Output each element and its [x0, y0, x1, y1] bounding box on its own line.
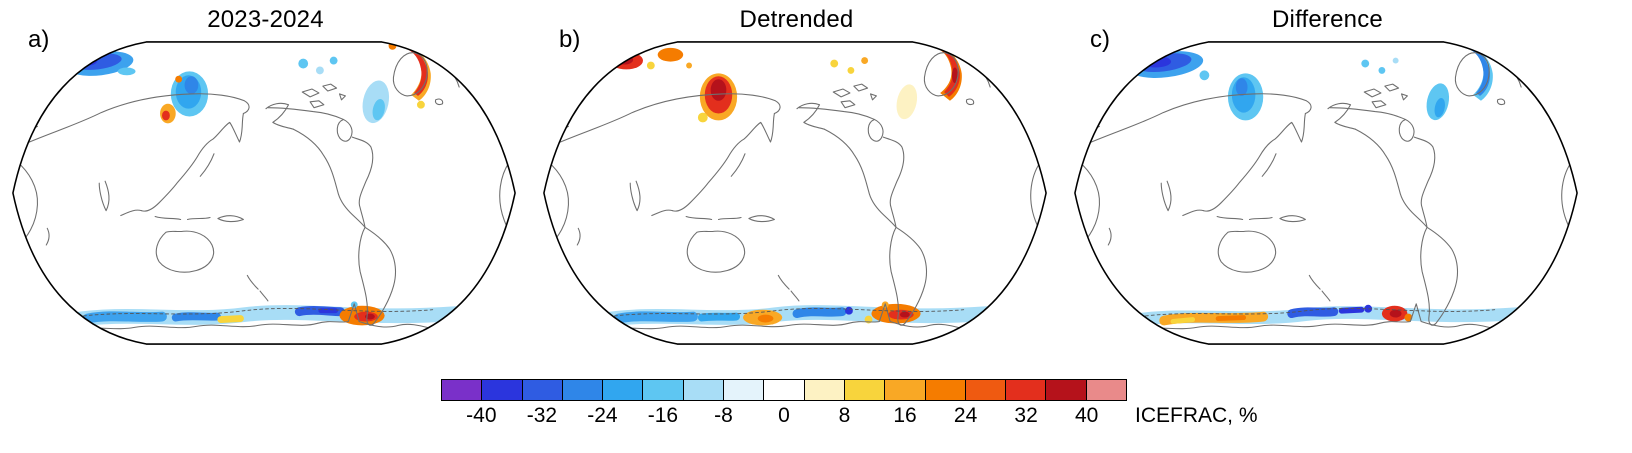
panel-letter: c) — [1090, 26, 1110, 53]
colorbar-segment — [1086, 380, 1127, 400]
colorbar-segment — [885, 380, 926, 400]
panel-letter: a) — [28, 26, 50, 53]
colorbar-tick: -24 — [587, 404, 618, 427]
colorbar-tick: -8 — [714, 404, 733, 427]
colorbar-segment — [844, 380, 886, 400]
colorbar-tick: -16 — [647, 404, 679, 427]
colorbar-segment — [603, 380, 644, 400]
colorbar-segment — [1046, 380, 1087, 400]
colorbar-segment — [1006, 380, 1047, 400]
panel-title: 2023-2024 — [207, 6, 324, 33]
colorbar-tick: -32 — [526, 404, 558, 427]
colorbar-segment — [764, 380, 805, 400]
colorbar-segment — [804, 380, 845, 400]
colorbar-segment — [442, 380, 483, 400]
colorbar-tick: 24 — [953, 404, 978, 427]
colorbar-tick: 32 — [1014, 404, 1038, 427]
colorbar-segment — [724, 380, 765, 400]
antarctic-anomalies — [1125, 304, 1525, 327]
map-boundary — [543, 41, 1047, 345]
panel-difference: Difference c) — [1062, 0, 1593, 372]
colorbar-segment — [643, 380, 684, 400]
coastlines-layer — [16, 52, 514, 337]
colorbar — [441, 379, 1127, 401]
colorbar-tick: -40 — [466, 404, 497, 427]
colorbar-tick: 8 — [838, 404, 851, 427]
map-boundary — [1074, 41, 1578, 345]
anomaly-layer-difference — [1125, 45, 1525, 327]
arctic-anomalies — [67, 41, 464, 124]
panel-detrended: Detrended b) — [531, 0, 1062, 372]
anomaly-layer-2023-2024 — [62, 41, 464, 328]
colorbar-tick: 16 — [893, 404, 917, 427]
colorbar-segment — [965, 380, 1007, 400]
coastlines-layer — [547, 52, 1045, 337]
colorbar-segment — [683, 380, 725, 400]
maps-row: 2023-2024 a) — [0, 0, 1593, 372]
world-map-c — [1074, 41, 1578, 345]
map-boundary — [12, 41, 516, 345]
world-map-b — [543, 41, 1047, 345]
coastlines-layer — [1078, 52, 1576, 337]
colorbar-wrap: -40 -32 -24 -16 -8 0 8 16 24 32 40 ICEFRAC, % — [441, 379, 1281, 427]
panel-title: Detrended — [739, 6, 854, 33]
colorbar-segment — [482, 380, 523, 400]
colorbar-segment — [562, 380, 604, 400]
anomaly-layer-detrended — [593, 41, 995, 328]
colorbar-segment — [522, 380, 563, 400]
panel-title: Difference — [1272, 6, 1383, 33]
colorbar-unit-label: ICEFRAC, % — [1135, 404, 1258, 427]
colorbar-tick: 0 — [778, 404, 790, 427]
panel-letter: b) — [559, 26, 581, 53]
world-map-a — [12, 41, 516, 345]
panel-2023-2024: 2023-2024 a) — [0, 0, 531, 372]
colorbar-ticks: -40 -32 -24 -16 -8 0 8 16 24 32 40 — [441, 401, 1127, 427]
arctic-anomalies — [609, 41, 994, 123]
colorbar-segment — [925, 380, 966, 400]
colorbar-tick: 40 — [1074, 404, 1099, 427]
